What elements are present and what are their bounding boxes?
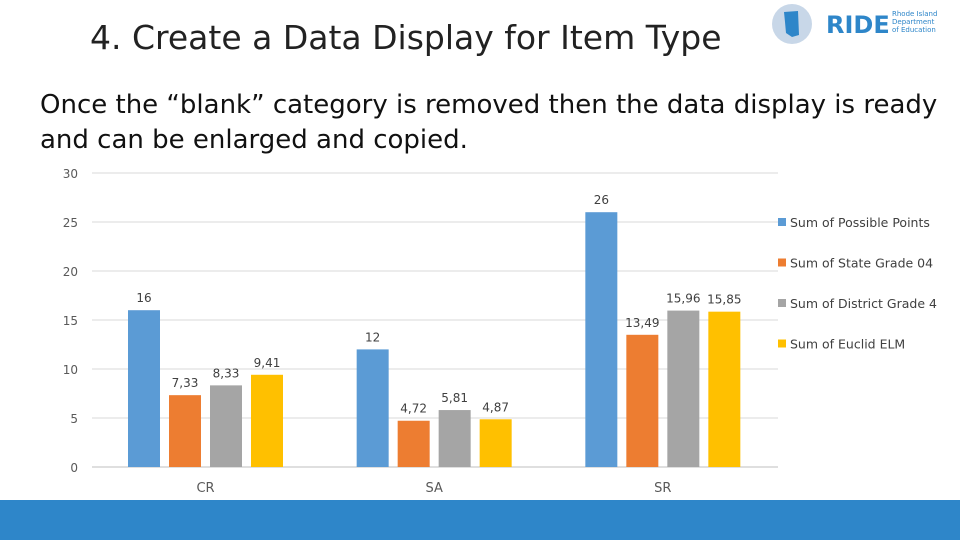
data-label: 4,72 bbox=[400, 402, 427, 416]
legend-label: Sum of Euclid ELM bbox=[790, 337, 905, 352]
bar bbox=[128, 310, 160, 467]
bar bbox=[667, 310, 700, 467]
data-label: 9,41 bbox=[254, 356, 281, 370]
y-tick-label: 20 bbox=[63, 265, 78, 279]
x-category-label: SR bbox=[654, 481, 671, 496]
y-tick-label: 25 bbox=[63, 216, 78, 230]
data-label: 13,49 bbox=[625, 316, 659, 330]
rhode-island-shape bbox=[784, 11, 799, 37]
data-labels: 16 7,33 8,33 9,41 12 4,72 5,81 4,87 26 13,49 15,96… bbox=[136, 193, 741, 416]
data-label: 4,87 bbox=[482, 400, 509, 414]
chart-legend: Sum of Possible Points Sum of State Grade… bbox=[778, 215, 937, 352]
logo-line-1: Rhode Island bbox=[892, 10, 937, 18]
y-axis-ticks: 0 5 10 15 20 25 30 bbox=[63, 167, 78, 475]
slide-body-text: Once the “blank” category is removed the… bbox=[40, 90, 938, 155]
footer-bar bbox=[0, 500, 960, 540]
bar-chart: 0 5 10 15 20 25 30 16 7,33 8,33 9,41 12 4,72 5,81 4,8… bbox=[63, 167, 937, 496]
data-label: 26 bbox=[594, 193, 609, 207]
data-label: 5,81 bbox=[441, 391, 468, 405]
y-tick-label: 30 bbox=[63, 167, 78, 181]
y-tick-label: 15 bbox=[63, 314, 78, 328]
legend-label: Sum of Possible Points bbox=[790, 215, 930, 230]
bar bbox=[479, 419, 512, 467]
slide-title: 4. Create a Data Display for Item Type bbox=[90, 18, 722, 57]
legend-swatch bbox=[778, 299, 786, 307]
x-category-label: CR bbox=[196, 481, 214, 496]
legend-swatch bbox=[778, 339, 786, 348]
y-tick-label: 0 bbox=[70, 461, 78, 475]
bar bbox=[169, 395, 201, 467]
y-tick-label: 10 bbox=[63, 363, 78, 377]
bar bbox=[356, 349, 389, 467]
data-label: 15,85 bbox=[707, 293, 741, 307]
data-label: 12 bbox=[365, 330, 380, 344]
bar bbox=[210, 385, 242, 467]
x-category-label: SA bbox=[425, 481, 442, 496]
x-axis-categories: CR SA SR bbox=[196, 481, 671, 496]
ride-logo: RIDE Rhode Island Department of Educatio… bbox=[772, 4, 937, 44]
data-label: 7,33 bbox=[172, 376, 199, 390]
data-label: 16 bbox=[136, 291, 151, 305]
chart-bars bbox=[128, 212, 741, 467]
data-label: 15,96 bbox=[666, 292, 700, 306]
bar bbox=[438, 410, 471, 467]
bar bbox=[626, 334, 659, 467]
legend-swatch bbox=[778, 258, 786, 267]
logo-text: RIDE bbox=[826, 11, 890, 39]
y-tick-label: 5 bbox=[70, 412, 78, 426]
data-label: 8,33 bbox=[213, 366, 240, 380]
logo-line-3: of Education bbox=[892, 26, 936, 34]
bar bbox=[397, 420, 430, 467]
legend-label: Sum of District Grade 4 bbox=[790, 296, 937, 311]
chart-gridlines bbox=[92, 172, 778, 468]
bar bbox=[585, 212, 618, 467]
bar bbox=[251, 374, 283, 467]
legend-label: Sum of State Grade 04 bbox=[790, 256, 933, 271]
legend-swatch bbox=[778, 218, 786, 226]
bar bbox=[708, 311, 741, 467]
logo-line-2: Department bbox=[892, 18, 935, 26]
